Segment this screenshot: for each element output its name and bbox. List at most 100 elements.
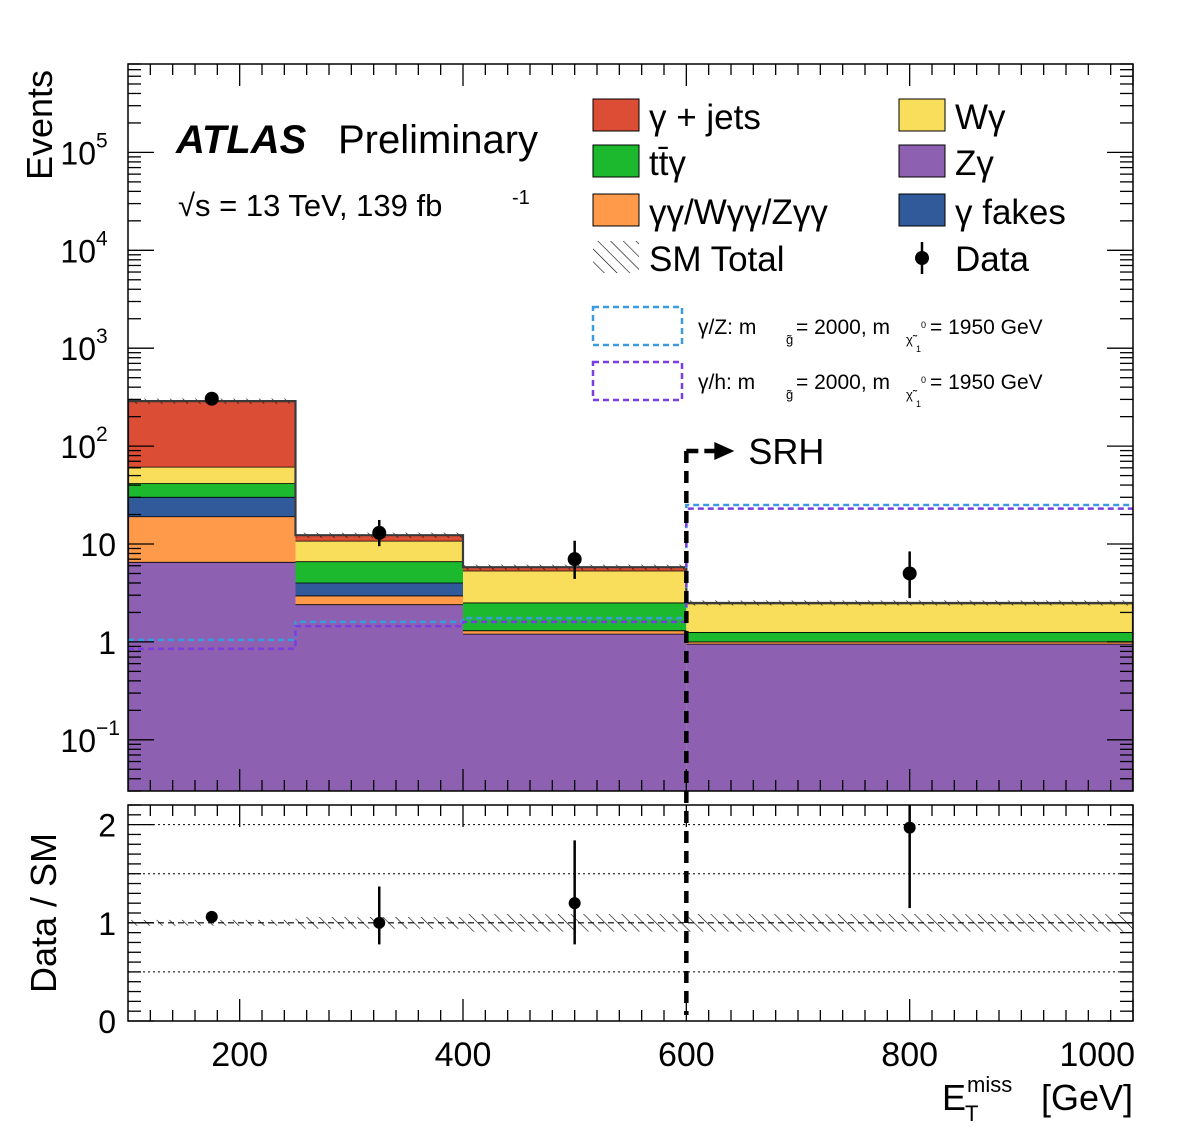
data-point [567, 552, 582, 567]
signal-legend-sub2: χ̃ [906, 387, 918, 402]
stacked-histogram [128, 398, 1133, 791]
stack-bar [463, 602, 687, 631]
y-tick-label: 10 [60, 723, 96, 759]
data-points [204, 391, 917, 599]
x-axis-label-symbol: E [942, 1077, 966, 1118]
stack-bar [295, 595, 463, 605]
signal-legend-tail: = 1950 GeV [930, 371, 1043, 394]
legend-swatch [898, 193, 946, 227]
x-tick-label: 1000 [1059, 1036, 1135, 1074]
ratio-point [903, 821, 916, 834]
main-frame [127, 63, 1134, 792]
legend-label: γ fakes [955, 193, 1066, 232]
stack-bar [295, 582, 463, 596]
x-tick-label: 200 [211, 1036, 268, 1074]
legend-label: Zγ [955, 144, 994, 183]
x-axis-label-sub: T [965, 1101, 978, 1126]
signal-region-label: SRH [748, 431, 824, 472]
legend-label: γ + jets [649, 98, 761, 137]
ratio-y-tick-label: 2 [98, 808, 116, 844]
y-tick-label: 10 [60, 331, 96, 367]
legend-swatch [592, 144, 640, 178]
ratio-point [205, 910, 218, 923]
ratio-axes: 200 400 600 800 1000 0 1 2 [98, 804, 1135, 1074]
energy-lumi-label: √s = 13 TeV, 139 fb [178, 188, 442, 223]
legend-swatch [592, 193, 640, 227]
legend: γ + jets Wγ tt̄γ Zγ γγ/Wγγ/Zγγ γ fakes SM Tota… [592, 98, 1066, 279]
stack-bar [295, 604, 463, 791]
stack-bar [128, 467, 296, 484]
legend-swatch [898, 98, 946, 132]
ratio-panel: 200 400 600 800 1000 0 1 2 [98, 804, 1135, 1074]
stack-bar [686, 644, 1133, 791]
signal-legend-sub2: χ̃ [906, 332, 918, 347]
y-tick-label-exp: 5 [96, 129, 108, 152]
legend-swatch-hatch [593, 241, 639, 273]
ratio-point [373, 916, 386, 929]
legend-label: γγ/Wγγ/Zγγ [649, 193, 828, 232]
x-tick-label: 400 [435, 1036, 492, 1074]
y-tick-label: 10 [60, 135, 96, 171]
signal-legend-sub3: 1 [916, 399, 921, 409]
signal-curves [128, 503, 1133, 651]
signal-legend-sup2: 0 [921, 375, 926, 385]
stack-bar [128, 516, 296, 563]
y-tick-label-exp: −1 [96, 717, 120, 740]
y-tick-label: 10 [60, 429, 96, 465]
signal-legend-mass: = 2000, m [796, 371, 890, 394]
y-tick-label-exp: 3 [96, 325, 108, 348]
atlas-label: ATLAS [175, 118, 307, 162]
data-point [204, 391, 219, 406]
x-tick-label: 600 [658, 1036, 715, 1074]
signal-legend-swatch [591, 360, 684, 402]
signal-legend-tail: = 1950 GeV [930, 316, 1043, 339]
y-tick-label: 10 [80, 527, 116, 563]
legend-label: SM Total [649, 240, 785, 279]
stack-bar [295, 561, 463, 583]
data-point [372, 525, 387, 540]
x-axis-label-unit: [GeV] [1041, 1077, 1133, 1118]
legend-swatch [592, 98, 640, 132]
y-tick-label-exp: 4 [96, 227, 108, 250]
stack-bar [128, 483, 296, 498]
preliminary-label: Preliminary [338, 118, 538, 162]
signal-curve [128, 507, 1133, 651]
stack-bar [295, 541, 463, 562]
ratio-y-tick-label: 0 [98, 1004, 116, 1040]
x-axis-label: E miss T [GeV] [942, 1072, 1133, 1126]
data-point [902, 566, 917, 581]
legend-label: Wγ [955, 98, 1006, 137]
experiment-label: ATLAS Preliminary √s = 13 TeV, 139 fb -1 [175, 118, 538, 223]
signal-legend-sup2: 0 [921, 320, 926, 330]
legend-label: Data [955, 240, 1029, 279]
y-tick-label: 10 [60, 233, 96, 269]
stack-bar [128, 497, 296, 517]
legend-label: tt̄γ [649, 144, 686, 183]
ratio-content [128, 805, 1133, 973]
stack-bar [128, 401, 296, 468]
stack-bar [686, 632, 1133, 642]
signal-legend-sub: g̃ [786, 387, 793, 402]
x-tick-label: 800 [881, 1036, 938, 1074]
signal-region-marker: SRH [684, 431, 824, 1015]
signal-legend-label: γ/h: m [698, 371, 755, 394]
signal-region-arrow-head [714, 442, 735, 460]
x-axis-label-sup: miss [967, 1072, 1012, 1097]
y-tick-label: 1 [98, 625, 116, 661]
y-axis-label: Events [19, 70, 60, 180]
stack-bar [128, 562, 296, 791]
stack-bar [686, 603, 1133, 633]
ratio-point [568, 897, 581, 910]
ratio-y-axis-label: Data / SM [23, 833, 64, 993]
signal-legend-sub3: 1 [916, 344, 921, 354]
signal-legend-swatch [591, 305, 684, 347]
signal-legend-label: γ/Z: m [698, 316, 756, 339]
energy-lumi-sup: -1 [512, 187, 530, 209]
signal-legend-sub: g̃ [786, 332, 793, 347]
legend-swatch [898, 144, 946, 178]
stack-bar [686, 641, 1133, 645]
